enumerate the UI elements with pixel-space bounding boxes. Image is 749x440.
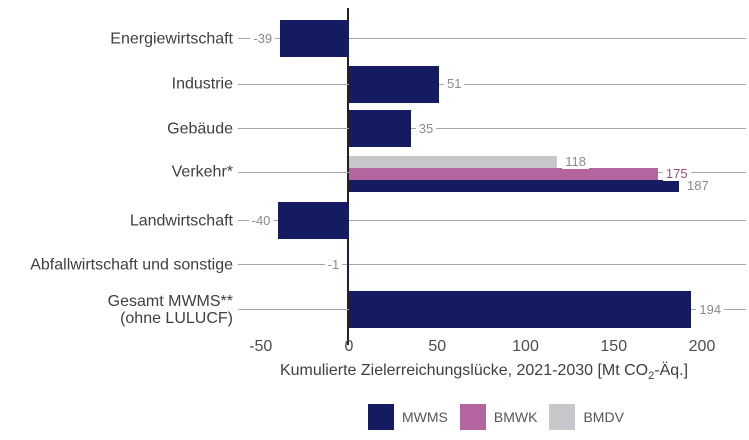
x-tick-label: -50 [249,338,273,355]
x-axis-label: Kumulierte Zielerreichungslücke, 2021-20… [280,362,688,382]
x-axis-label-pre: Kumulierte Zielerreichungslücke, 2021-20… [279,361,649,379]
x-axis-label-post: -Äq.] [654,361,689,379]
legend-label-bmdv: BMDV [583,409,624,425]
row-leader-line [238,38,746,39]
value-label: 175 [662,167,691,181]
x-axis-label-subscript: 2 [648,370,655,383]
legend-item-bmdv: BMDV [549,404,624,430]
row-leader-line [238,128,746,129]
bar-mwms [280,20,349,57]
category-label-line2: (ohne LULUCF) [120,309,233,327]
bar-mwms [347,246,349,283]
category-label: Landwirtschaft [130,212,233,229]
category-label-line1: Gesamt MWMS** [107,292,233,310]
value-label: -39 [250,31,276,46]
x-tick-label: 50 [428,338,447,355]
category-label: Verkehr* [172,164,233,181]
category-label-line1: Energiewirtschaft [110,30,233,47]
row-leader-line [238,264,746,265]
bar-mwms [278,202,349,239]
x-tick-label: 0 [344,338,354,355]
value-label: -1 [324,257,343,272]
category-label: Gebäude [167,120,233,137]
legend-label-bmwk: BMWK [493,409,538,425]
category-label-line1: Abfallwirtschaft und sonstige [30,256,233,273]
value-label: 35 [415,121,437,136]
x-tick-label: 200 [688,338,716,355]
legend: MWMS BMWK BMDV [368,404,624,430]
zero-axis-line [347,8,349,345]
bar-mwms [349,291,692,328]
category-label-line1: Landwirtschaft [129,212,233,229]
bar-bmwk [349,168,658,180]
legend-item-mwms: MWMS [368,404,448,430]
row-leader-line [238,83,746,85]
value-label: 194 [696,302,725,317]
category-label-line1: Gebäude [167,120,233,137]
category-label: Gesamt MWMS** (ohne LULUCF) [108,293,233,327]
value-label: 187 [684,179,712,193]
category-label-line1: Verkehr* [171,163,233,181]
bar-mwms [349,110,411,147]
bar-mwms [349,180,680,192]
x-tick-label: 150 [600,338,628,355]
legend-swatch-bmdv [549,404,576,430]
row-leader-line [238,220,746,221]
bar-bmdv [349,156,558,168]
value-label: -40 [248,213,274,228]
value-label: 118 [562,155,589,169]
category-label-line1: Industrie [171,75,233,93]
legend-label-mwms: MWMS [402,409,448,425]
bar-mwms [349,65,439,103]
legend-swatch-mwms [368,404,394,430]
legend-swatch-bmwk [459,404,486,430]
category-label: Industrie [172,76,233,93]
category-label: Energiewirtschaft [110,30,233,47]
category-label: Abfallwirtschaft und sonstige [30,256,233,273]
legend-item-bmwk: BMWK [459,404,538,430]
value-label: 51 [444,77,465,91]
x-tick-label: 100 [512,338,539,355]
